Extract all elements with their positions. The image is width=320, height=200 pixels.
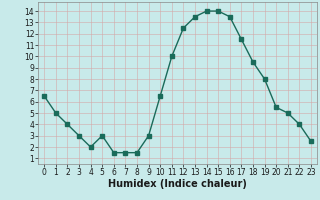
X-axis label: Humidex (Indice chaleur): Humidex (Indice chaleur) — [108, 179, 247, 189]
